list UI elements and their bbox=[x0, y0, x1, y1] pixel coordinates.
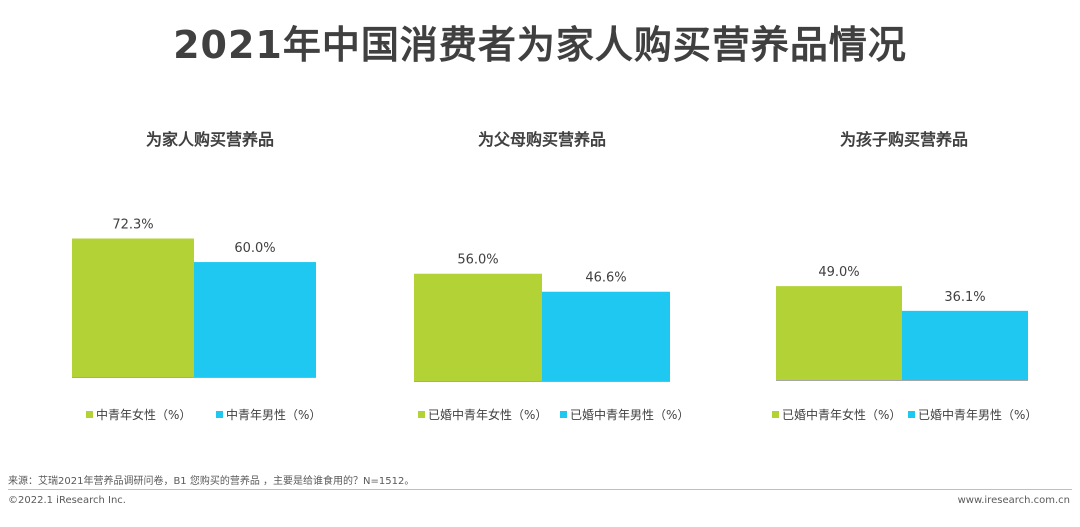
bar-3-1 bbox=[776, 286, 902, 380]
copyright: ©2022.1 iResearch Inc. bbox=[8, 495, 126, 506]
data-label-1-1: 72.3% bbox=[112, 218, 153, 233]
page-title: 2021年中国消费者为家人购买营养品情况 bbox=[173, 23, 907, 67]
chart-title-2: 为父母购买营养品 bbox=[478, 130, 606, 149]
data-label-2-1: 56.0% bbox=[457, 253, 498, 268]
bar-3-2 bbox=[902, 310, 1028, 380]
data-label-3-1: 49.0% bbox=[818, 265, 859, 280]
legend-swatch-1-1 bbox=[86, 411, 93, 418]
data-label-1-2: 60.0% bbox=[234, 241, 275, 256]
chart-title-3: 为孩子购买营养品 bbox=[840, 130, 968, 149]
legend-label-3-2: 已婚中青年男性（%） bbox=[918, 407, 1037, 422]
legend-label-1-1: 中青年女性（%） bbox=[96, 407, 191, 422]
website-url: www.iresearch.com.cn bbox=[957, 495, 1070, 506]
legend-label-2-2: 已婚中青年男性（%） bbox=[570, 407, 689, 422]
chart-title-1: 为家人购买营养品 bbox=[146, 130, 274, 149]
legend-swatch-2-2 bbox=[560, 411, 567, 418]
legend-swatch-3-2 bbox=[908, 411, 915, 418]
bar-1-2 bbox=[194, 262, 316, 377]
legend-label-3-1: 已婚中青年女性（%） bbox=[782, 407, 901, 422]
bar-2-2 bbox=[542, 291, 670, 381]
legend-swatch-2-1 bbox=[418, 411, 425, 418]
bar-2-1 bbox=[414, 273, 542, 381]
legend-label-2-1: 已婚中青年女性（%） bbox=[428, 407, 547, 422]
legend-swatch-1-2 bbox=[216, 411, 223, 418]
legend-label-1-2: 中青年男性（%） bbox=[226, 407, 321, 422]
source-note: 来源：艾瑞2021年营养品调研问卷，B1 您购买的营养品 ，主要是给谁食用的？N… bbox=[8, 476, 415, 487]
data-label-2-2: 46.6% bbox=[585, 271, 626, 286]
legend-swatch-3-1 bbox=[772, 411, 779, 418]
footer-divider bbox=[8, 489, 1072, 490]
bar-1-1 bbox=[72, 238, 194, 377]
charts-area: 为家人购买营养品 72.3% 中青年女性（%） 60.0% 中青年男性（%） 为父母购买营… bbox=[72, 130, 1037, 422]
data-label-3-2: 36.1% bbox=[944, 290, 985, 305]
